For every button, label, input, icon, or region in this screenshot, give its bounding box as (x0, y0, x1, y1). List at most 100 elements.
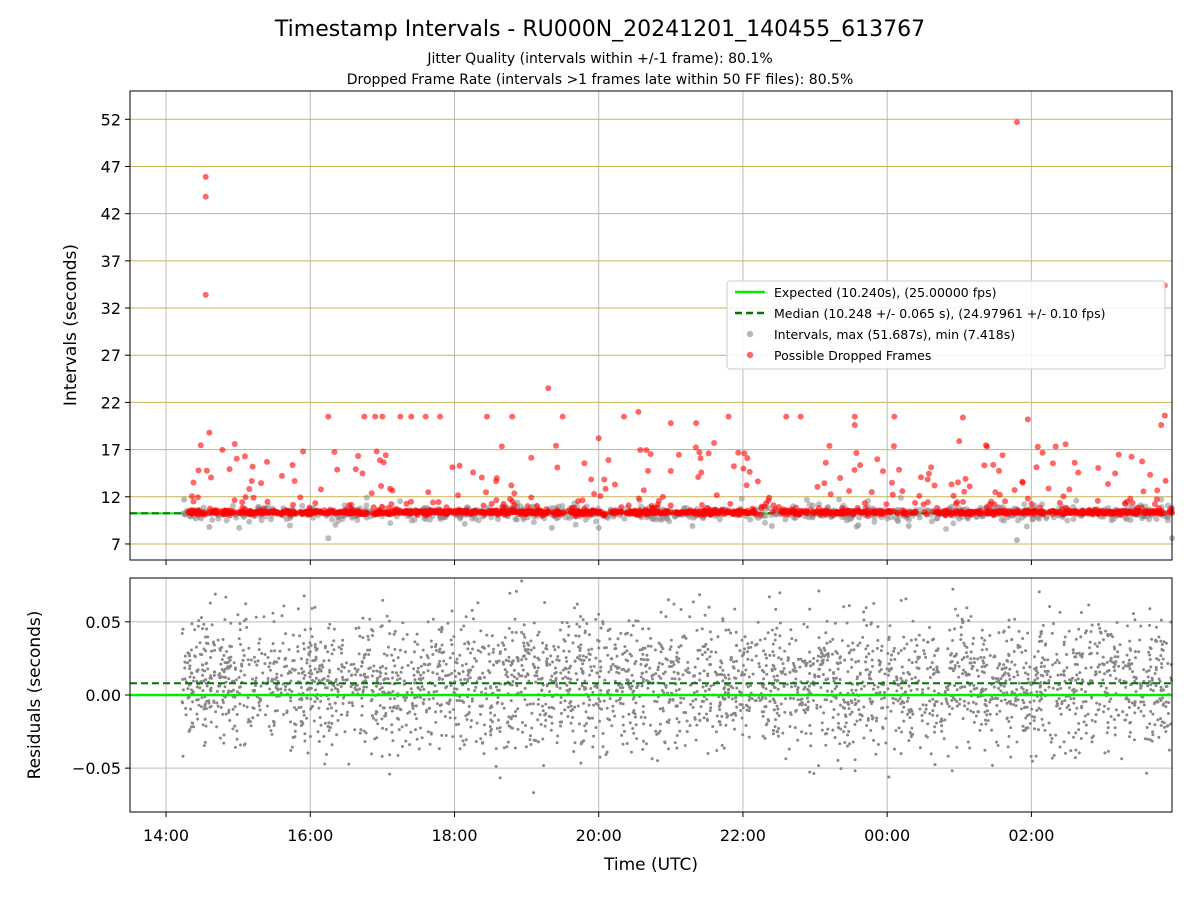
dropped-frame-point (954, 499, 961, 506)
residual-point (501, 641, 505, 645)
residual-point (817, 675, 821, 679)
residual-point (536, 656, 540, 660)
residual-point (1162, 688, 1166, 692)
residual-point (1022, 701, 1026, 705)
residual-point (516, 659, 520, 663)
residual-point (775, 704, 779, 708)
residual-point (743, 672, 747, 676)
residual-point (597, 612, 601, 616)
residual-point (263, 662, 267, 666)
residual-point (196, 698, 200, 702)
residual-point (1035, 708, 1039, 712)
residual-point (1098, 702, 1102, 706)
dropped-frame-point (924, 511, 931, 518)
residual-point (1050, 736, 1054, 740)
residual-point (247, 646, 251, 650)
residual-point (1149, 665, 1153, 669)
residual-point (520, 630, 524, 634)
residual-point (567, 649, 571, 653)
residual-point (1028, 665, 1032, 669)
residual-point (476, 648, 480, 652)
dropped-frame-point (602, 485, 609, 492)
residual-point (966, 707, 970, 711)
dropped-frame-point (696, 449, 703, 456)
residual-point (1114, 708, 1118, 712)
residual-point (599, 688, 603, 692)
residual-point (589, 687, 593, 691)
residual-point (748, 696, 752, 700)
residual-point (341, 696, 345, 700)
residual-point (1160, 662, 1164, 666)
dropped-frame-point (956, 438, 963, 445)
residual-point (658, 729, 662, 733)
interval-point (916, 514, 923, 521)
residual-point (906, 696, 910, 700)
dropped-frame-point (916, 492, 923, 499)
residual-point (654, 729, 658, 733)
residual-point (869, 728, 873, 732)
interval-point (1013, 537, 1020, 544)
residual-point (722, 746, 726, 750)
residual-point (564, 675, 568, 679)
residual-point (667, 598, 671, 602)
dropped-frame-point (675, 451, 682, 458)
residual-point (1088, 640, 1092, 644)
residual-point (469, 719, 473, 723)
residual-point (708, 630, 712, 634)
residual-point (223, 617, 227, 621)
dropped-frame-point (1157, 510, 1164, 517)
residual-point (1037, 640, 1041, 644)
dropped-frame-point (372, 413, 379, 420)
residual-point (448, 656, 452, 660)
residual-point (218, 684, 222, 688)
residual-point (563, 708, 567, 712)
residual-point (289, 679, 293, 683)
residual-point (553, 666, 557, 670)
residual-point (727, 673, 731, 677)
dropped-frame-point (1024, 495, 1031, 502)
residual-point (249, 658, 253, 662)
residual-point (565, 621, 569, 625)
residual-point (1084, 731, 1088, 735)
residual-point (275, 676, 279, 680)
residual-point (457, 671, 461, 675)
residual-point (615, 654, 619, 658)
residual-point (210, 623, 214, 627)
residual-point (400, 744, 404, 748)
residual-point (376, 722, 380, 726)
residual-point (435, 672, 439, 676)
residual-point (608, 637, 612, 641)
residual-point (463, 677, 467, 681)
residual-point (611, 704, 615, 708)
residual-point (259, 684, 263, 688)
residual-point (466, 640, 470, 644)
residual-point (741, 733, 745, 737)
residual-point (310, 606, 314, 610)
residual-point (747, 675, 751, 679)
residual-point (1087, 603, 1091, 607)
residual-point (412, 673, 416, 677)
residual-point (209, 674, 213, 678)
residual-point (705, 657, 709, 661)
residual-point (1145, 726, 1149, 730)
dropped-frame-point (356, 510, 363, 517)
dropped-frame-point (511, 490, 518, 497)
residual-point (323, 721, 327, 725)
residual-point (957, 702, 961, 706)
dropped-frame-point (854, 504, 861, 511)
dropped-frame-point (255, 509, 262, 516)
dropped-frame-point (692, 444, 699, 451)
dropped-frame-point (1050, 508, 1057, 515)
residual-point (1049, 740, 1053, 744)
residual-point (735, 686, 739, 690)
residual-point (537, 630, 541, 634)
interval-point (803, 496, 810, 503)
residual-point (819, 705, 823, 709)
residual-point (1002, 663, 1006, 667)
residual-point (686, 667, 690, 671)
residual-point (635, 737, 639, 741)
residual-point (644, 742, 648, 746)
residual-point (1148, 653, 1152, 657)
dropped-frame-point (264, 498, 271, 505)
residual-point (543, 713, 547, 717)
